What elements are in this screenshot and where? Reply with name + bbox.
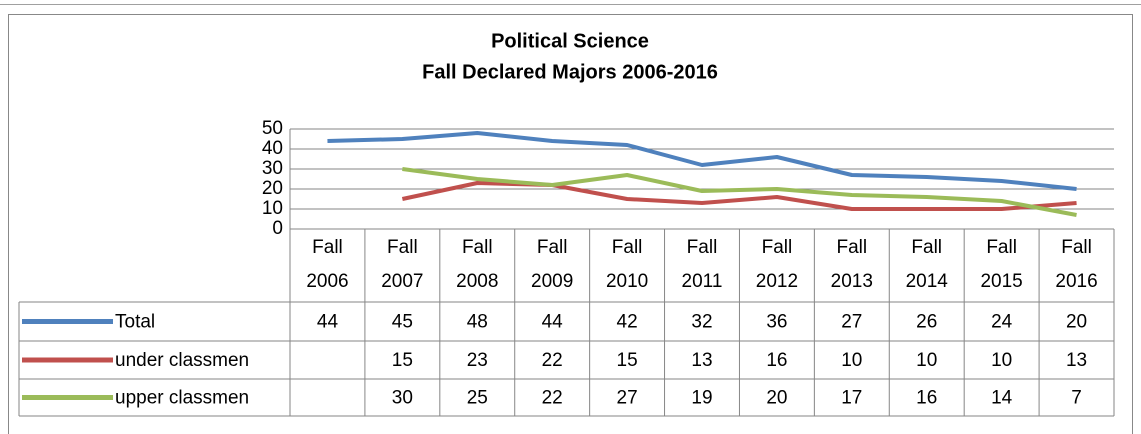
x-label-box: Fall 2010	[605, 237, 649, 292]
table-value: 10	[991, 350, 1012, 371]
x-label-box: Fall 2011	[681, 237, 723, 292]
legend-label: under classmen	[115, 350, 249, 371]
x-tick-label: Fall 2008	[456, 237, 499, 292]
x-label-box: Fall 2008	[456, 237, 499, 292]
table-value: 44	[542, 312, 564, 333]
table-value: 10	[916, 350, 937, 371]
x-label-box: Fall 2016	[1055, 237, 1098, 292]
x-tick-label: Fall 2014	[905, 237, 948, 292]
table-value: 22	[542, 388, 563, 409]
table-value: 26	[916, 312, 937, 333]
x-tick-label: Fall 2009	[531, 237, 574, 292]
x-tick-label: Fall 2010	[605, 237, 649, 292]
table-value: 22	[542, 350, 563, 371]
legend-label: Total	[115, 312, 155, 333]
x-tick-label: Fall 2006	[306, 237, 349, 292]
table-value: 30	[392, 388, 413, 409]
table-value: 19	[691, 388, 712, 409]
chart-title: Political Science	[491, 30, 649, 52]
x-tick-label: Fall 2012	[755, 237, 799, 292]
x-tick-label: Fall 2015	[980, 237, 1023, 292]
y-tick-label: 40	[262, 138, 283, 159]
table-value: 7	[1071, 388, 1082, 409]
table-value: 36	[766, 312, 787, 333]
table-value: 25	[467, 388, 488, 409]
chart-subtitle: Fall Declared Majors 2006-2016	[422, 61, 718, 83]
table-value: 27	[841, 312, 862, 333]
table-value: 32	[691, 312, 712, 333]
table-value: 16	[916, 388, 937, 409]
table-value: 15	[392, 350, 413, 371]
x-tick-label: Fall 2013	[830, 237, 873, 292]
x-label-box: Fall 2009	[531, 237, 574, 292]
table-value: 20	[1066, 312, 1087, 333]
x-label-box: Fall 2013	[830, 237, 873, 292]
series-line	[327, 131, 1077, 191]
legend-label: upper classmen	[115, 388, 249, 409]
chart-frame	[8, 14, 1133, 434]
x-label-box: Fall 2006	[306, 237, 349, 292]
x-label-box: Fall 2012	[755, 237, 799, 292]
table-value: 13	[691, 350, 712, 371]
table-value: 20	[766, 388, 787, 409]
table-value: 14	[991, 388, 1013, 409]
table-value: 23	[467, 350, 488, 371]
table-value: 24	[991, 312, 1013, 333]
x-tick-label: Fall 2007	[381, 237, 424, 292]
table-value: 48	[467, 312, 488, 333]
x-tick-label: Fall 2016	[1055, 237, 1098, 292]
table-value: 13	[1066, 350, 1087, 371]
table-value: 15	[617, 350, 638, 371]
table-value: 45	[392, 312, 413, 333]
y-tick-label: 0	[272, 218, 283, 239]
table-value: 10	[841, 350, 862, 371]
x-tick-label: Fall 2011	[681, 237, 723, 292]
table-value: 16	[766, 350, 787, 371]
series-line	[402, 167, 1077, 217]
y-tick-label: 30	[262, 158, 283, 179]
y-tick-label: 50	[262, 118, 283, 139]
x-label-box: Fall 2015	[980, 237, 1023, 292]
y-tick-label: 20	[262, 178, 283, 199]
table-value: 42	[617, 312, 638, 333]
table-value: 17	[841, 388, 862, 409]
x-label-box: Fall 2014	[905, 237, 948, 292]
x-label-box: Fall 2007	[381, 237, 424, 292]
table-value: 27	[617, 388, 638, 409]
table-value: 44	[317, 312, 339, 333]
y-tick-label: 10	[262, 198, 283, 219]
